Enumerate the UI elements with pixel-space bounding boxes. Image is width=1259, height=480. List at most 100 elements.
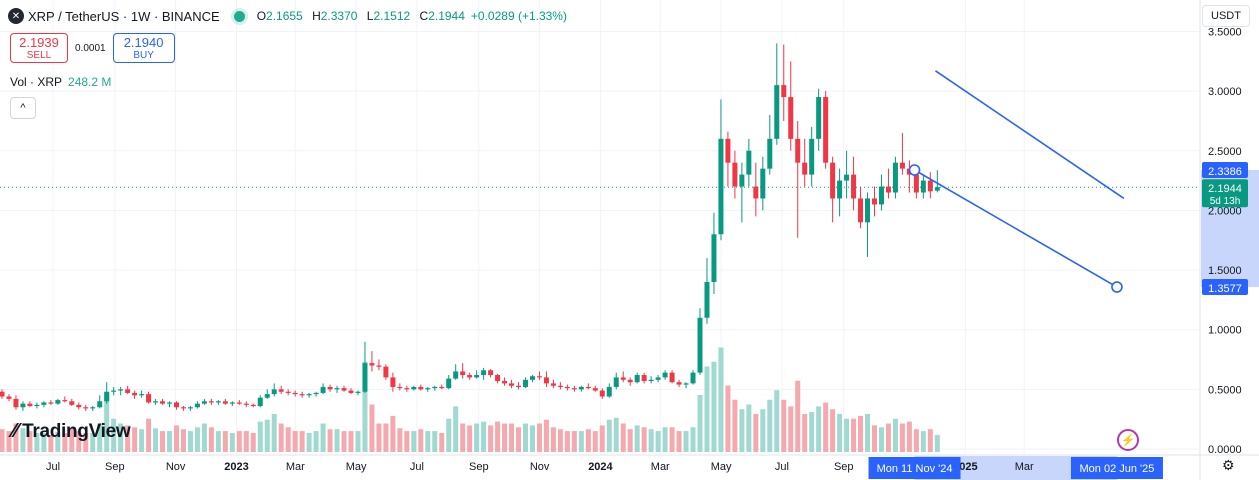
volume-bar xyxy=(934,434,940,452)
candle-body xyxy=(236,402,242,404)
candle-body xyxy=(208,401,214,403)
candle-body xyxy=(837,180,843,199)
volume-bar xyxy=(397,428,403,452)
x-tick-label: May xyxy=(711,461,732,473)
volume-bar xyxy=(823,402,829,452)
sell-button[interactable]: 2.1939 SELL xyxy=(10,33,68,63)
volume-bar xyxy=(739,409,745,452)
volume-name: Vol · XRP xyxy=(10,75,63,89)
volume-bar xyxy=(641,427,647,452)
legend-header: ✕ XRP / TetherUS · 1W · BINANCE O2.1655 … xyxy=(8,6,567,26)
candle-body xyxy=(76,404,82,408)
candle-body xyxy=(760,168,766,199)
candle-body xyxy=(592,388,598,391)
symbol-title[interactable]: XRP / TetherUS · 1W · BINANCE xyxy=(28,8,220,24)
candle-body xyxy=(83,407,89,409)
y-tick-label: 0.5000 xyxy=(1208,384,1242,396)
candle-body xyxy=(564,386,570,389)
trendline-anchor-handle xyxy=(1111,281,1123,293)
tradingview-wordmark: TradingView xyxy=(22,420,131,442)
volume-value: 248.2 M xyxy=(68,75,112,89)
candle-body xyxy=(299,394,305,396)
upper-line-price-label-bg xyxy=(1202,162,1248,179)
y-tick-label: 2.5000 xyxy=(1208,146,1242,158)
volume-bar xyxy=(327,429,333,452)
y-tick-label: 2.0000 xyxy=(1208,205,1242,217)
last-price-label: 2.1944 xyxy=(1208,183,1242,195)
volume-bar xyxy=(439,433,445,452)
volume-bar xyxy=(180,429,186,452)
trendline-anchor-handle xyxy=(908,164,921,176)
candle-body xyxy=(313,392,319,395)
candle-body xyxy=(432,386,438,389)
volume-bar xyxy=(278,423,284,452)
collapse-legend-button[interactable]: ^ xyxy=(10,97,36,119)
candle-body xyxy=(725,138,731,163)
volume-bar xyxy=(802,414,808,452)
volume-bar xyxy=(55,432,61,452)
candle-body xyxy=(753,186,759,199)
volume-bar xyxy=(313,431,319,452)
x-tick-label: Nov xyxy=(166,461,186,473)
candle-body xyxy=(418,386,424,390)
x-tick-label: Mar xyxy=(651,461,670,473)
candle-body xyxy=(334,388,340,390)
lightning-icon[interactable]: ⚡ xyxy=(1117,429,1139,451)
volume-bar xyxy=(383,423,389,452)
volume-bar xyxy=(481,421,487,452)
candle-body xyxy=(557,385,563,387)
x-tick-label: Nov xyxy=(530,461,550,473)
volume-bar xyxy=(334,429,340,452)
candle-body xyxy=(739,174,745,187)
x-tick-label: 2024 xyxy=(588,461,613,473)
volume-bar xyxy=(404,431,410,452)
volume-bar xyxy=(236,431,242,452)
candle-body xyxy=(271,389,277,395)
volume-bar xyxy=(613,417,619,452)
volume-bar xyxy=(257,421,263,452)
volume-bar xyxy=(139,429,145,452)
volume-bar xyxy=(767,399,773,452)
candle-body xyxy=(187,407,193,409)
candle-body xyxy=(97,401,103,408)
volume-bar xyxy=(858,415,864,452)
spread-value: 0.0001 xyxy=(75,42,106,54)
volume-bar xyxy=(837,414,843,452)
volume-bar xyxy=(97,423,103,452)
candle-body xyxy=(174,402,179,408)
volume-bar xyxy=(529,425,535,452)
volume-bar xyxy=(222,431,228,452)
candle-body xyxy=(536,376,542,378)
gear-icon[interactable]: ⚙ xyxy=(1222,457,1235,473)
candle-body xyxy=(809,138,815,175)
volume-bar xyxy=(543,419,549,452)
candle-body xyxy=(146,394,152,403)
candle-body xyxy=(348,390,354,393)
volume-bar xyxy=(13,423,19,452)
candle-body xyxy=(20,403,26,408)
x-tick-label: Mar xyxy=(286,461,305,473)
volume-bar xyxy=(516,427,522,452)
volume-bar xyxy=(585,429,591,452)
last-price-label-bg xyxy=(1202,179,1248,208)
y-tick-label: 1.0000 xyxy=(1208,325,1242,337)
currency-selector-button[interactable]: USDT xyxy=(1202,5,1250,27)
buy-button[interactable]: 2.1940 BUY xyxy=(112,33,175,63)
candle-body xyxy=(194,403,200,408)
candle-body xyxy=(885,186,891,193)
volume-bar xyxy=(474,423,480,452)
candle-body xyxy=(892,162,898,193)
x-tick-label: Jul xyxy=(46,461,60,473)
candle-body xyxy=(139,394,145,396)
volume-bar xyxy=(571,431,577,452)
candle-body xyxy=(620,377,626,380)
tradingview-logo[interactable]: ⁄⁄ TradingView xyxy=(12,420,131,443)
candle-body xyxy=(529,376,535,380)
candle-body xyxy=(899,162,905,169)
volume-bar xyxy=(578,431,584,452)
candle-body xyxy=(34,404,40,407)
candle-body xyxy=(732,162,738,187)
volume-bar xyxy=(620,423,626,452)
volume-bar xyxy=(362,361,368,452)
